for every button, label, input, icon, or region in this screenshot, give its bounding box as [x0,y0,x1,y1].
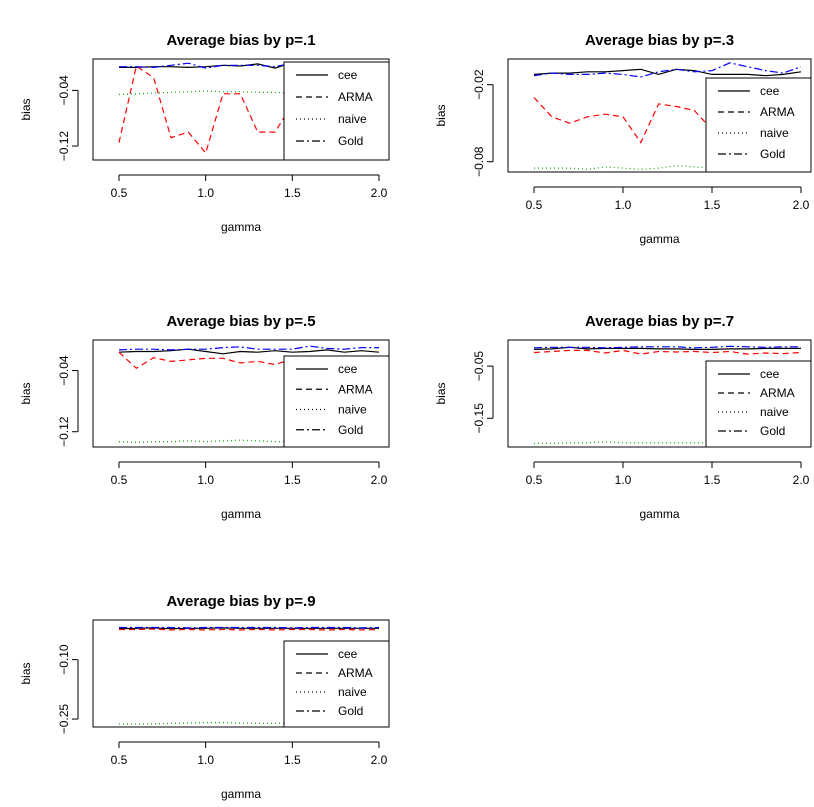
series-line-cee [118,627,379,630]
y-tick-label: −0.08 [472,146,486,177]
legend-box [283,640,390,728]
legend-label: naive [338,403,367,417]
legend-label: naive [760,126,789,140]
y-axis-label: bias [434,382,448,404]
series-line-gold [119,62,380,69]
legend-label: naive [338,685,367,699]
y-tick-label: −0.12 [57,131,71,162]
x-tick-label: 2.0 [793,198,810,212]
x-tick-label: 0.5 [526,473,543,487]
y-tick-label: −0.04 [57,355,71,386]
x-tick-label: 0.5 [111,186,128,200]
legend-label: Gold [760,147,785,161]
chart-panel-2: Average bias by p=.3 0.5 1.0 1.5 2.0 gamma −0.… [434,32,812,246]
x-tick-label: 1.0 [197,186,214,200]
x-tick-label: 2.0 [371,473,388,487]
y-tick-label: −0.25 [57,704,71,735]
legend-box [283,61,390,161]
legend-label: cee [338,647,358,661]
legend-label: ARMA [338,382,373,396]
chart-title: Average bias by p=.9 [166,593,315,610]
x-axis-label: gamma [221,787,261,801]
x-tick-label: 1.5 [284,186,301,200]
legend-label: Gold [338,423,363,437]
x-tick-label: 1.0 [197,473,214,487]
x-tick-label: 1.5 [704,198,721,212]
x-tick-label: 2.0 [371,753,388,767]
legend-label: Gold [338,134,363,148]
series-line-gold [118,345,379,351]
chart-panel-3: Average bias by p=.5 0.5 1.0 1.5 2.0 gamma −0.… [19,313,390,521]
x-tick-label: 1.5 [284,473,301,487]
legend: cee ARMA naive Gold [705,360,812,448]
legend: cee ARMA naive Gold [283,355,390,448]
chart-panel-1: Average bias by p=.1 0.5 1.0 1.5 2.0 gamma −0.… [19,32,390,234]
legend: cee ARMA naive Gold [283,61,390,161]
series-line-arma [533,349,802,355]
y-tick-label: −0.10 [57,644,71,675]
x-tick-label: 0.5 [526,198,543,212]
x-axis-label: gamma [639,507,679,521]
y-axis-label: bias [434,104,448,126]
series-line-cee [118,348,380,355]
legend: cee ARMA naive Gold [705,77,812,173]
x-axis-label: gamma [221,507,261,521]
legend-label: ARMA [338,666,373,680]
chart-title: Average bias by p=.7 [585,313,734,330]
legend-label: ARMA [760,105,795,119]
series-line-gold [533,62,802,78]
chart-title: Average bias by p=.5 [166,313,315,330]
legend-box [705,77,812,173]
series-line-cee [533,68,802,77]
legend-box [283,355,390,448]
x-tick-label: 2.0 [371,186,388,200]
series-line-cee [533,346,801,350]
series-line-gold [533,345,801,349]
legend: cee ARMA naive Gold [283,640,390,728]
legend-label: cee [760,367,780,381]
y-tick-label: −0.04 [57,75,71,106]
legend-label: cee [338,362,358,376]
series-line-naive [534,441,802,444]
legend-label: ARMA [760,386,795,400]
y-axis-label: bias [19,662,33,684]
x-tick-label: 2.0 [793,473,810,487]
x-tick-label: 1.5 [704,473,721,487]
y-tick-label: −0.12 [57,416,71,447]
series-line-naive [534,164,802,171]
legend-label: cee [760,84,780,98]
x-tick-label: 1.0 [615,473,632,487]
y-axis-label: bias [19,98,33,120]
x-tick-label: 0.5 [111,753,128,767]
legend-label: Gold [760,424,785,438]
legend-box [705,360,812,448]
y-axis-label: bias [19,382,33,404]
chart-title: Average bias by p=.1 [166,32,315,49]
chart-panel-4: Average bias by p=.7 0.5 1.0 1.5 2.0 gamma −0.… [434,313,812,521]
legend-label: naive [760,405,789,419]
x-tick-label: 1.0 [197,753,214,767]
x-tick-label: 0.5 [111,473,128,487]
x-axis-label: gamma [221,220,261,234]
legend-label: naive [338,112,367,126]
x-tick-label: 1.5 [284,753,301,767]
chart-title: Average bias by p=.3 [585,32,734,49]
legend-label: Gold [338,704,363,718]
y-tick-label: −0.05 [472,351,486,382]
y-tick-label: −0.15 [472,403,486,434]
legend-label: cee [338,68,358,82]
x-axis-label: gamma [639,232,679,246]
legend-label: ARMA [338,90,373,104]
y-tick-label: −0.02 [472,69,486,100]
x-tick-label: 1.0 [615,198,632,212]
chart-panel-5: Average bias by p=.9 0.5 1.0 1.5 2.0 gamma −0.… [19,593,390,801]
series-line-arma [119,628,380,631]
